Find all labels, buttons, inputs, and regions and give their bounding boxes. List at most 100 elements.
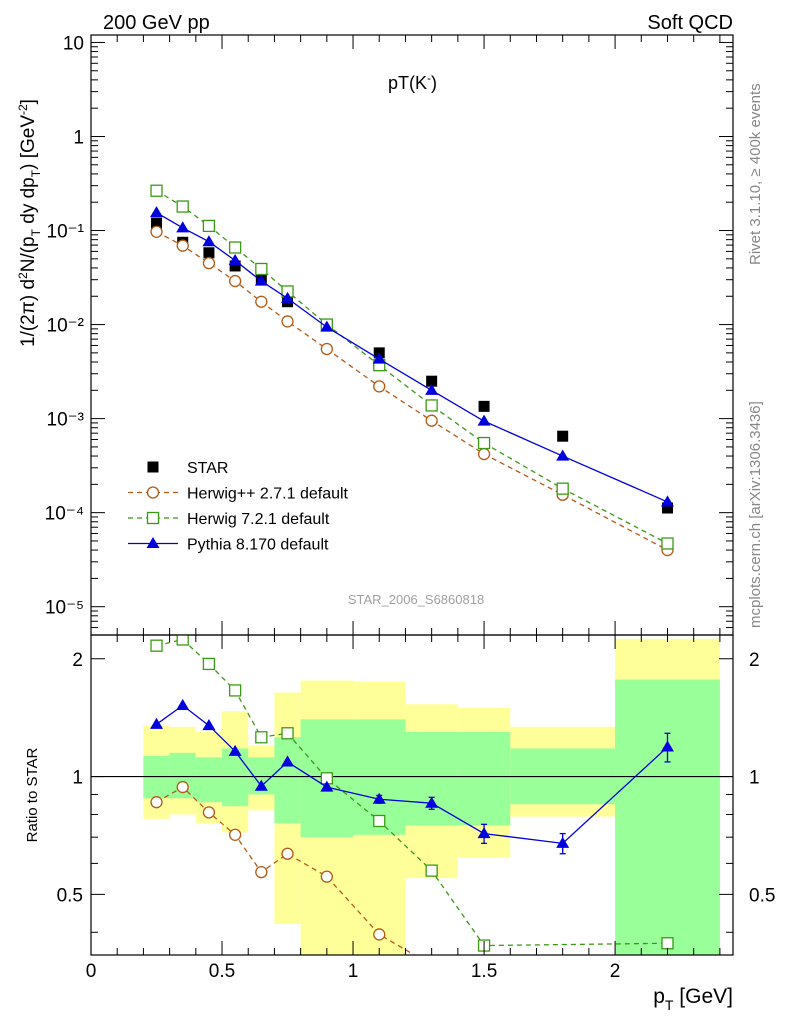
data-point (372, 352, 386, 364)
ratio-point (255, 731, 268, 744)
legend-marker (146, 486, 160, 499)
ratio-point (150, 796, 163, 809)
ratio-point (477, 827, 491, 839)
main-ylabel: 1/(2π) d2N/(pT dy dpT) [GeV-2] (16, 99, 43, 347)
data-point (478, 400, 490, 412)
ratio-point (255, 865, 268, 879)
ratio-point (176, 780, 189, 794)
ratio-point (320, 870, 333, 883)
legend-entry: Pythia 8.170 default (128, 537, 329, 554)
uncertainty-band-inner (222, 748, 249, 807)
data-point (228, 274, 242, 288)
data-point (557, 430, 569, 442)
data-point (151, 217, 163, 229)
ratio-point (228, 828, 242, 841)
main-title: pT(K-) (388, 71, 437, 93)
uncertainty-band-inner (405, 731, 458, 826)
data-point (320, 320, 334, 332)
data-point (477, 414, 491, 426)
data-point (202, 235, 216, 247)
legend-entry: STAR (147, 460, 228, 477)
main-title-sup: - (427, 71, 431, 85)
data-point (477, 447, 491, 461)
ratio-point (228, 744, 242, 756)
y-tick-label-ratio-right: 1 (749, 768, 760, 789)
ratio-point (556, 836, 570, 848)
header-energy-label: 200 GeV pp (103, 12, 210, 34)
ratio-point (425, 796, 439, 808)
x-axis-label: pT [GeV] (653, 985, 733, 1013)
legend-label: STAR (187, 460, 228, 477)
ratio-point (150, 639, 163, 652)
ratio-point (425, 864, 438, 877)
data-point (425, 399, 438, 412)
data-point (661, 502, 673, 514)
data-point (660, 495, 674, 507)
ratio-point (254, 779, 268, 791)
ratio-panel: 0.5 0.5 1 1 2 2 0 0.5 1 1.5 2 Ratio to STAR pT [Ge… (24, 634, 775, 1013)
ratio-point (150, 717, 164, 729)
series-star (151, 217, 673, 514)
y-tick-label-ratio-right: 2 (749, 650, 760, 671)
header-category-label: Soft QCD (647, 12, 733, 34)
data-point (228, 241, 242, 254)
main-panel: 1 10 10⁻¹ 10⁻² 10⁻³ 10⁻⁴ 10⁻⁵ pT(K-) STAR_2006… (16, 33, 734, 636)
ratio-point (176, 698, 190, 710)
uncertainty-band-inner (457, 731, 511, 826)
ratio-point (660, 740, 674, 752)
ratio-point (661, 937, 674, 950)
series-pythia-8-170-default (150, 206, 674, 507)
ratio-point (372, 792, 386, 804)
data-point (281, 315, 294, 328)
mcplots-label: mcplots.cern.ch [arXiv:1306.3436] (747, 401, 764, 628)
y-tick-label-ratio-left: 1 (72, 768, 83, 789)
data-point (150, 225, 163, 238)
data-point (320, 342, 333, 356)
uncertainty-band-inner (274, 737, 301, 824)
ratio-point (373, 814, 386, 828)
ratio-point (202, 719, 216, 731)
ratio-point (202, 657, 216, 671)
ratio-series-pythia-8-170-default (150, 698, 674, 855)
ratio-point (281, 727, 294, 740)
legend-label: Herwig 7.2.1 default (187, 511, 330, 528)
y-tick-label-main: 1 (73, 127, 84, 148)
data-point (176, 200, 189, 213)
legend-entry: Herwig++ 2.7.1 default (128, 486, 349, 503)
data-point (202, 256, 216, 270)
data-point (150, 184, 163, 197)
y-tick-label-ratio-left: 0.5 (57, 885, 83, 906)
data-point (203, 247, 215, 259)
legend-marker (147, 461, 159, 473)
rivet-version-label: Rivet 3.1.10, ≥ 400k events (747, 83, 764, 265)
legend-entry: Herwig 7.2.1 default (128, 511, 330, 528)
y-tick-label-main: 10⁻⁵ (45, 598, 84, 619)
uncertainty-band-inner (195, 757, 223, 803)
data-point (255, 295, 268, 308)
ratio-ylabel: Ratio to STAR (24, 747, 41, 842)
x-tick-label: 1 (348, 961, 359, 982)
x-tick-label: 1.5 (471, 961, 497, 982)
y-tick-label-main: 10 (63, 33, 84, 54)
data-point (426, 375, 438, 387)
data-point (229, 260, 241, 272)
watermark: STAR_2006_S6860818 (348, 592, 484, 607)
data-point (661, 537, 674, 550)
x-tick-label: 2 (610, 961, 621, 982)
y-tick-label-main: 10⁻² (47, 316, 85, 337)
ratio-frame (90, 634, 734, 956)
data-point (477, 436, 491, 450)
data-point (176, 239, 189, 252)
ratio-point (202, 806, 216, 819)
data-point (150, 206, 164, 218)
data-point (556, 482, 569, 495)
ratio-point (228, 684, 242, 697)
legend-label: Pythia 8.170 default (187, 537, 329, 554)
series-line (156, 212, 668, 503)
y-tick-label-ratio-left: 2 (72, 650, 83, 671)
data-point (425, 414, 438, 427)
ratio-point (176, 635, 189, 646)
data-point (228, 254, 242, 266)
x-tick-label: 0 (86, 961, 97, 982)
